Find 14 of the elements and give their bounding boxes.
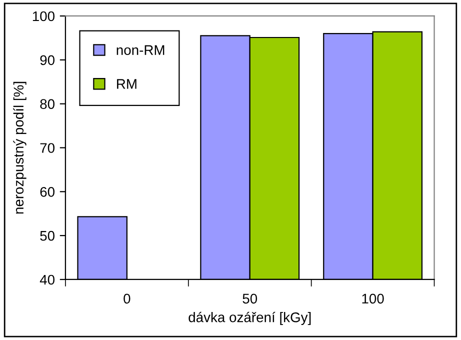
x-axis-title: dávka ozáření [kGy]: [188, 312, 311, 325]
y-tick-label: 50: [40, 230, 55, 241]
y-tick-label: 40: [40, 274, 55, 285]
y-axis-title: nerozpustný podíl [%]: [13, 82, 26, 214]
legend-label: RM: [117, 79, 136, 89]
y-tick-label: 60: [40, 186, 55, 197]
y-tick-label: 90: [40, 55, 55, 66]
x-tick-label: 50: [242, 294, 258, 304]
x-tick-label: 100: [362, 294, 384, 304]
legend-label: non-RM: [116, 45, 164, 55]
y-tick-label: 70: [40, 143, 55, 153]
y-tick-label: 80: [40, 99, 55, 109]
x-tick-label: 0: [124, 294, 130, 304]
y-tick-label: 100: [32, 11, 55, 22]
